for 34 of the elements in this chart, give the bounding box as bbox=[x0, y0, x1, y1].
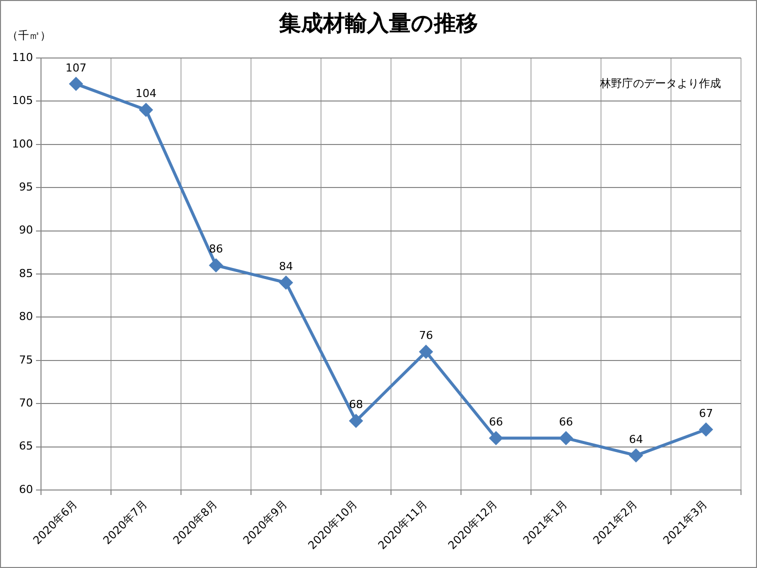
y-tick-label: 80 bbox=[19, 310, 33, 324]
y-tick-label: 110 bbox=[12, 50, 33, 64]
data-label: 104 bbox=[136, 87, 156, 100]
y-tick-label: 70 bbox=[19, 396, 33, 410]
y-tick-label: 100 bbox=[12, 137, 33, 150]
data-label: 107 bbox=[66, 61, 86, 74]
y-tick-label: 65 bbox=[19, 440, 33, 453]
data-label: 66 bbox=[489, 416, 503, 429]
point bbox=[700, 423, 712, 436]
point bbox=[140, 103, 152, 116]
y-axis-title: （千㎥） bbox=[7, 28, 51, 42]
point bbox=[210, 258, 222, 272]
data-label: 66 bbox=[559, 416, 573, 429]
data-label: 76 bbox=[419, 329, 433, 342]
point bbox=[420, 345, 432, 358]
y-tick-label: 105 bbox=[12, 94, 33, 108]
point bbox=[560, 432, 572, 445]
y-tick-label: 60 bbox=[19, 482, 33, 496]
y-tick-label: 95 bbox=[19, 180, 33, 194]
point bbox=[350, 414, 362, 428]
y-tick-label: 85 bbox=[19, 266, 33, 280]
point bbox=[280, 276, 292, 290]
data-label: 64 bbox=[629, 432, 643, 446]
y-tick-label: 90 bbox=[19, 224, 33, 237]
point bbox=[70, 77, 82, 90]
annotation: 林野庁のデータより作成 bbox=[599, 76, 721, 90]
point bbox=[630, 448, 642, 462]
data-label: 86 bbox=[209, 242, 223, 256]
data-label: 67 bbox=[699, 406, 713, 420]
point bbox=[490, 432, 502, 445]
data-label: 84 bbox=[279, 260, 293, 273]
chart-title: 集成材輸入量の推移 bbox=[278, 12, 478, 37]
data-label: 68 bbox=[349, 398, 363, 412]
y-tick-label: 75 bbox=[19, 353, 33, 366]
